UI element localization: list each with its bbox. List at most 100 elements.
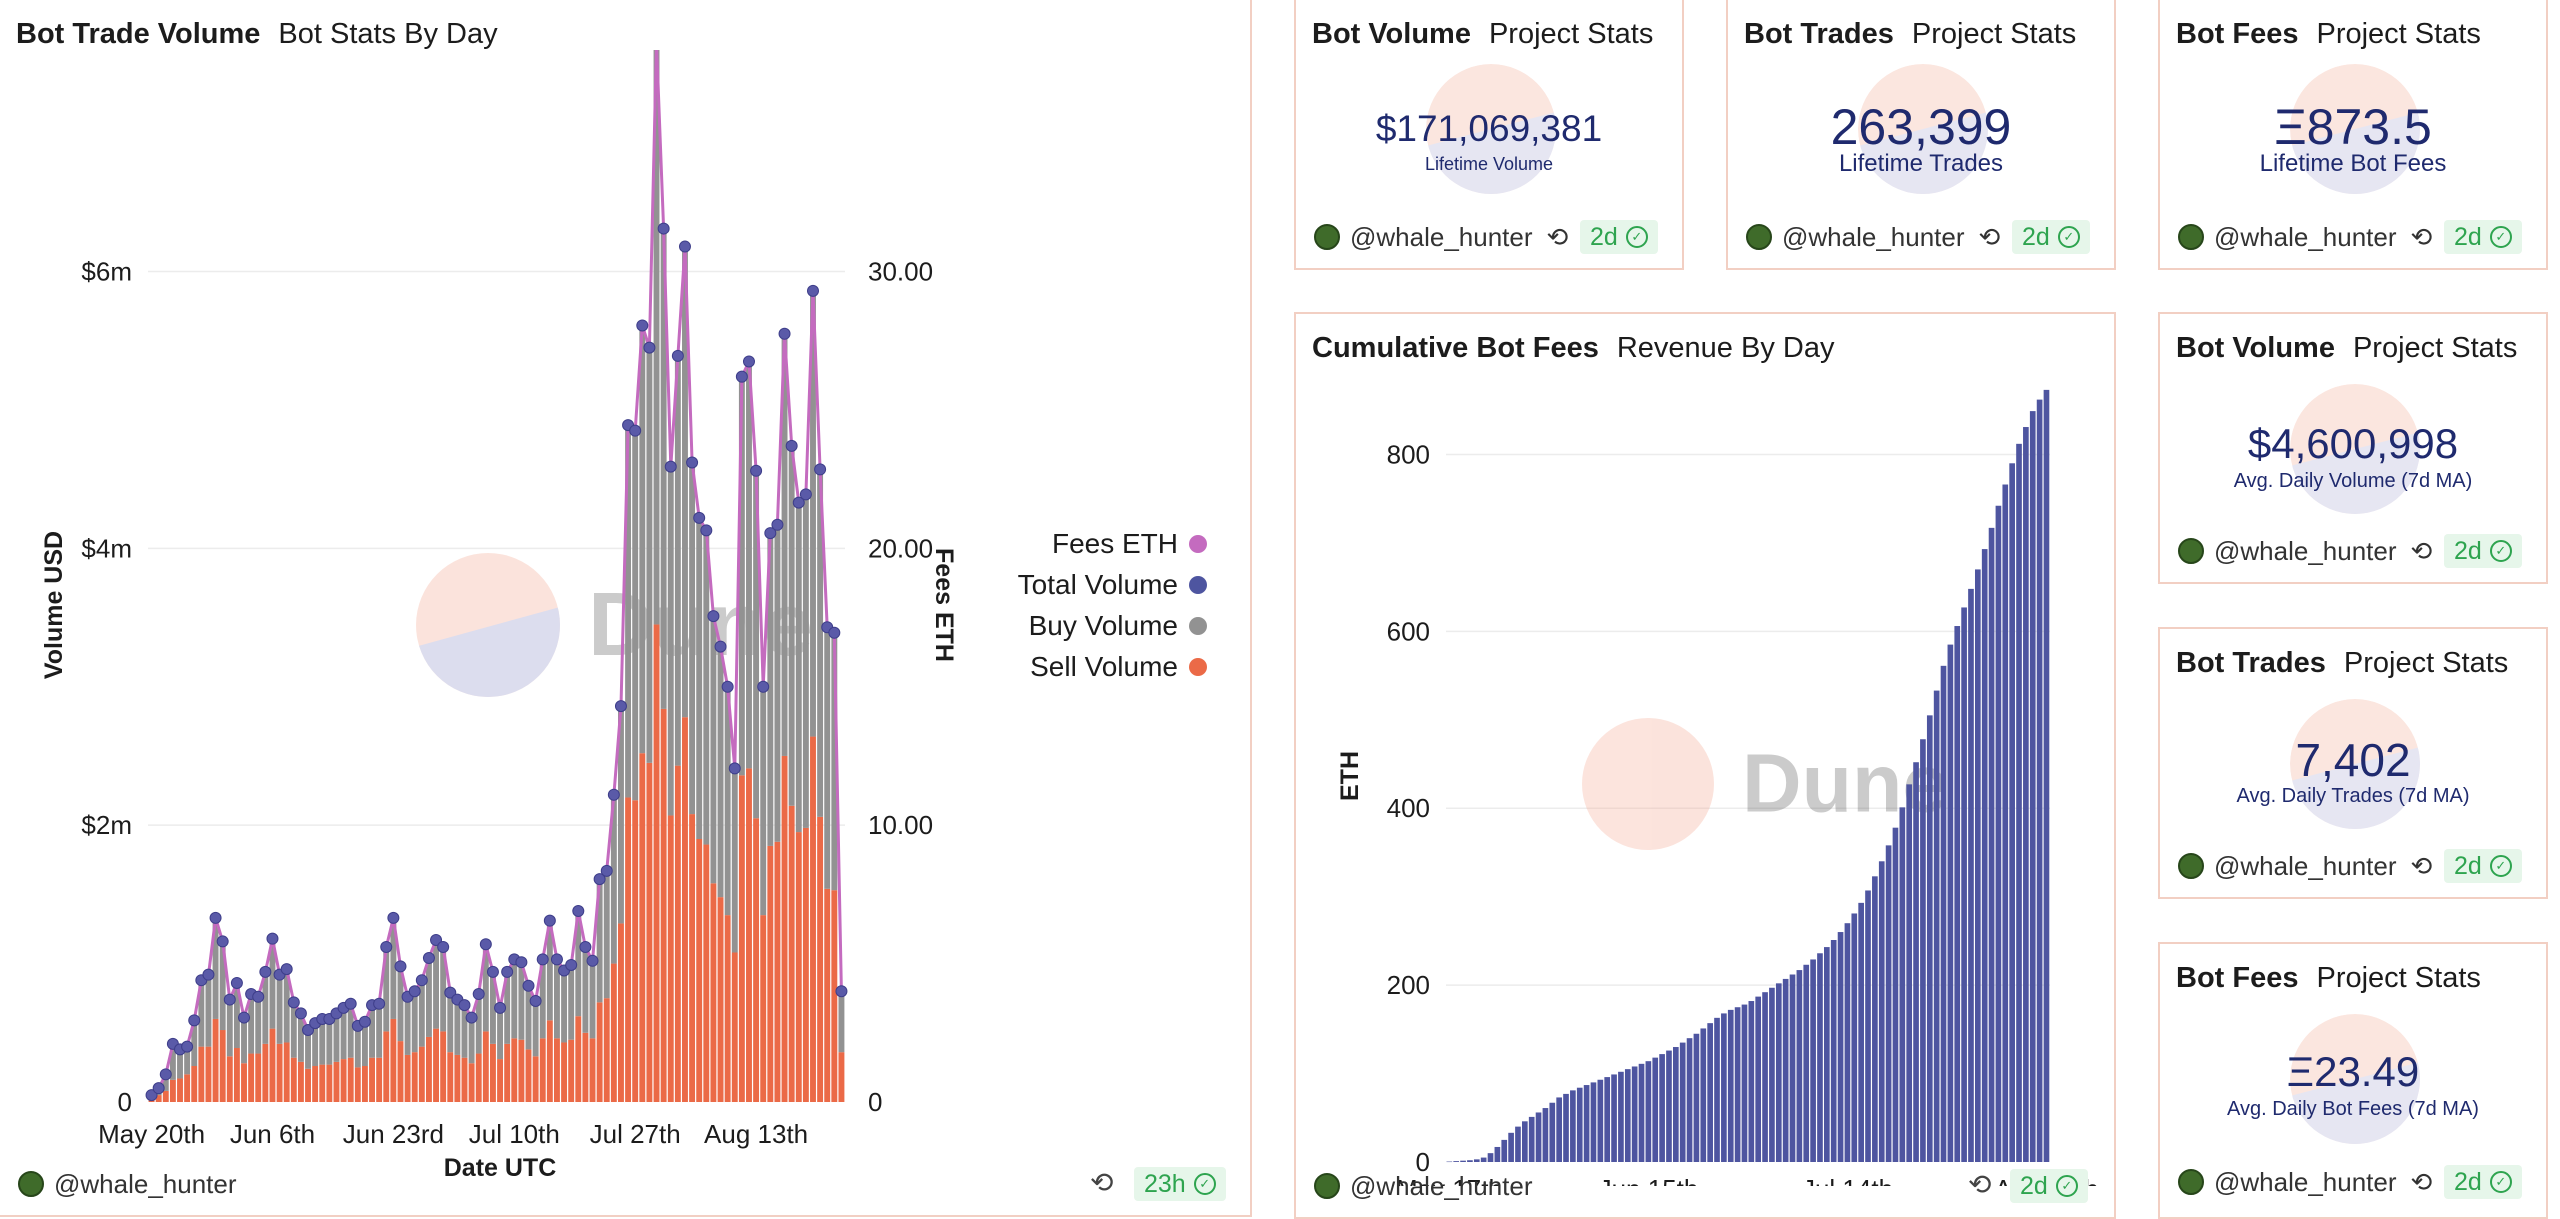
author-handle[interactable]: @whale_hunter [2214, 850, 2397, 881]
total-volume-point [479, 938, 492, 951]
refresh-icon[interactable]: ⟲ [1968, 1169, 1992, 1200]
avatar[interactable] [2178, 1169, 2204, 1195]
sell-volume-bar [610, 963, 617, 1102]
counter-title: Bot Trades [2176, 647, 2326, 679]
total-volume-point [472, 988, 485, 1001]
cumulative-fees-bar [2002, 484, 2009, 1162]
total-volume-point [742, 355, 755, 368]
avatar[interactable] [2178, 224, 2204, 250]
chart-subtitle[interactable]: Revenue By Day [1616, 332, 1835, 364]
sell-volume-bar [369, 1057, 375, 1102]
freshness-text: 2d [1590, 222, 1618, 251]
counter-subtitle[interactable]: Project Stats [2352, 332, 2518, 364]
refresh-icon[interactable]: ⟲ [2410, 850, 2433, 881]
buy-volume-bar [425, 958, 432, 1037]
cumulative-fees-bar [1446, 1161, 1453, 1163]
sell-volume-bar [561, 1042, 568, 1102]
total-volume-point [678, 240, 691, 253]
sell-volume-bar [198, 1046, 205, 1102]
author-handle[interactable]: @whale_hunter [2214, 535, 2397, 566]
avatar[interactable] [1314, 1173, 1340, 1199]
chart-subtitle[interactable]: Bot Stats By Day [278, 18, 498, 50]
buy-volume-bar [511, 959, 518, 1039]
y-tick-label: 0 [118, 1087, 132, 1117]
author-handle[interactable]: @whale_hunter [1350, 221, 1533, 252]
sell-volume-bar [689, 814, 696, 1102]
avatar[interactable] [1746, 224, 1772, 250]
author-handle[interactable]: @whale_hunter [54, 1168, 237, 1199]
total-volume-point [415, 974, 428, 987]
author-handle[interactable]: @whale_hunter [1782, 221, 1965, 252]
avatar[interactable] [1314, 224, 1340, 250]
sell-volume-bar [248, 1053, 255, 1102]
cumulative-fees-bar [1865, 890, 1871, 1162]
buy-volume-bar [724, 686, 731, 916]
total-volume-point [266, 932, 279, 945]
sell-volume-bar [425, 1036, 432, 1102]
buy-volume-bar [390, 917, 397, 1019]
refresh-icon[interactable]: ⟲ [2410, 221, 2433, 252]
avatar[interactable] [2178, 853, 2204, 879]
avatar[interactable] [2178, 538, 2204, 564]
buy-volume-bar [269, 938, 276, 1029]
sell-volume-bar [411, 1052, 418, 1102]
y2-tick-label: 0 [868, 1087, 882, 1117]
cumulative-fees-bar [1528, 1116, 1535, 1162]
panel-footer: @whale_hunter ⟲ [1746, 220, 2000, 254]
total-volume-point [643, 341, 656, 354]
author-handle[interactable]: @whale_hunter [2214, 221, 2397, 252]
x-tick-label: May 17th [1396, 1174, 1503, 1186]
cumulative-fees-bar [1693, 1033, 1700, 1162]
x-tick-label: Jun 6th [230, 1119, 315, 1149]
sell-volume-bar [824, 888, 831, 1102]
cumulative-fees-bar [1604, 1077, 1611, 1162]
sell-volume-bar [767, 845, 774, 1102]
buy-volume-bar [568, 964, 575, 1040]
total-volume-point [522, 979, 535, 992]
counter-subtitle[interactable]: Project Stats [1488, 18, 1654, 50]
counter-subtitle[interactable]: Project Stats [2316, 962, 2481, 994]
author-handle[interactable]: @whale_hunter [2214, 1166, 2397, 1197]
refresh-icon[interactable]: ⟲ [1546, 221, 1569, 252]
avatar[interactable] [18, 1171, 44, 1197]
sell-volume-bar [312, 1066, 319, 1102]
refresh-icon[interactable]: ⟲ [1978, 221, 2001, 252]
counter-panel-bot-volume-lifetime: Bot Volume Project Stats $171,069,381 Lif… [1294, 0, 1684, 270]
freshness-text: 2d [2022, 222, 2050, 251]
buy-volume-bar [525, 985, 532, 1050]
cumulative-fees-bar [1624, 1069, 1631, 1162]
cumulative-fees-bar [1741, 1004, 1748, 1162]
freshness-text: 2d [2454, 851, 2482, 880]
counter-panel-bot-trades-daily: Bot Trades Project Stats 7,402 Avg. Daily… [2158, 627, 2548, 899]
cumulative-fees-bar [1563, 1093, 1569, 1162]
cumulative-fees-bar [1920, 739, 1926, 1162]
cumulative-bot-fees-panel: Cumulative Bot Fees Revenue By Day 0 200 40… [1294, 312, 2116, 1219]
sell-volume-bar [639, 753, 646, 1102]
counter-subtitle[interactable]: Project Stats [2316, 18, 2481, 50]
total-volume-point [494, 1001, 507, 1014]
refresh-icon[interactable]: ⟲ [1090, 1167, 1114, 1198]
counter-subtitle[interactable]: Project Stats [2343, 647, 2509, 679]
y2-tick-label: 30.00 [868, 256, 933, 286]
sell-volume-bar [746, 768, 752, 1102]
buy-volume-bar [781, 333, 788, 756]
cumulative-fees-bar [1473, 1159, 1480, 1162]
refresh-icon[interactable]: ⟲ [2410, 1166, 2433, 1197]
buy-volume-bar [262, 971, 269, 1044]
cumulative-fees-bar [1817, 953, 1823, 1162]
cumulative-fees-bar [1707, 1023, 1713, 1162]
total-volume-point [515, 956, 528, 969]
sell-volume-bar [717, 897, 724, 1102]
refresh-icon[interactable]: ⟲ [2410, 535, 2433, 566]
counter-subtitle[interactable]: Project Stats [1911, 18, 2077, 50]
counter-title: Bot Volume [1312, 18, 1471, 50]
x-tick-label: Aug 13th [704, 1119, 808, 1149]
cumulative-fees-bar [1899, 807, 1906, 1162]
counter-title: Bot Fees [2176, 962, 2299, 994]
buy-volume-bar [276, 974, 283, 1044]
buy-volume-bar [233, 982, 240, 1049]
author-handle[interactable]: @whale_hunter [1350, 1170, 1533, 1201]
sell-volume-bar [155, 1095, 162, 1102]
total-volume-point [501, 965, 514, 978]
total-volume-point [799, 488, 812, 501]
